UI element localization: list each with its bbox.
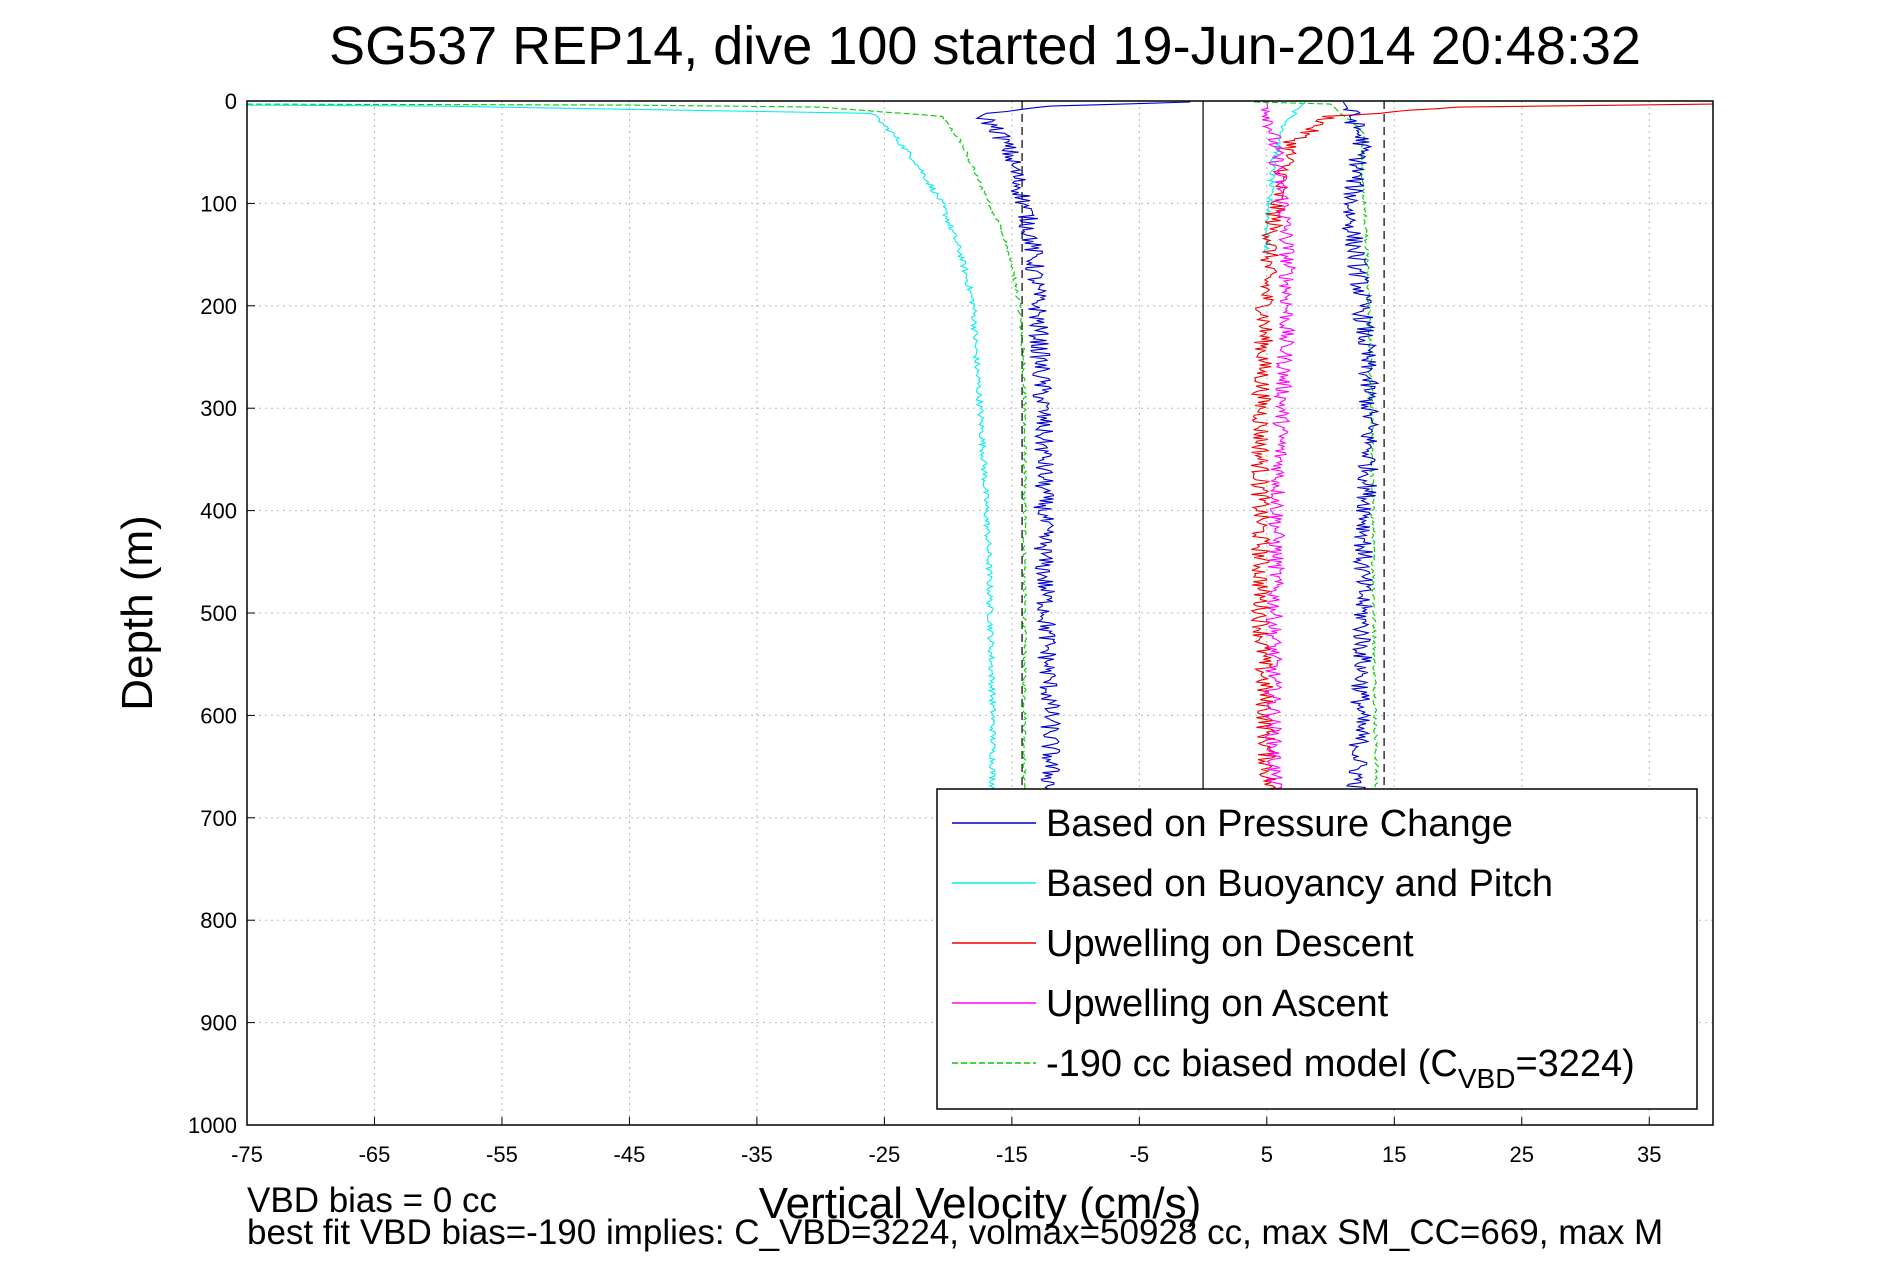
chart-title: SG537 REP14, dive 100 started 19-Jun-201… xyxy=(329,16,1641,76)
x-axis-ticks: -75 -65 -55 -45 -35 -25 -15 -5 5 15 25 35 xyxy=(231,1117,1662,1167)
x-tick-label: -65 xyxy=(359,1142,391,1167)
x-tick-label: -5 xyxy=(1130,1142,1150,1167)
x-tick-label: -55 xyxy=(486,1142,518,1167)
series-based-on-pressure-change-line-b xyxy=(1341,101,1380,798)
x-axis-label: Vertical Velocity (cm/s) xyxy=(759,1179,1202,1228)
y-tick-label: 0 xyxy=(225,89,237,114)
legend-entry: Based on Pressure Change xyxy=(1046,803,1513,845)
y-tick-label: 500 xyxy=(200,601,237,626)
series-190-cc-biased-model-c-vbd-3224-line-b xyxy=(1254,101,1380,798)
footer-vbd-bias: VBD bias = 0 cc xyxy=(247,1181,497,1220)
series-190-cc-biased-model-c-vbd-3224-line xyxy=(247,103,1028,798)
x-tick-label: -35 xyxy=(741,1142,773,1167)
y-tick-label: 600 xyxy=(200,703,237,728)
x-tick-label: -25 xyxy=(868,1142,900,1167)
y-tick-label: 800 xyxy=(200,908,237,933)
series-upwelling-on-ascent-line xyxy=(1260,102,1297,798)
legend: Based on Pressure Change Based on Buoyanc… xyxy=(936,788,1698,1110)
y-tick-label: 100 xyxy=(200,191,237,216)
y-tick-label: 300 xyxy=(200,396,237,421)
legend-box xyxy=(936,788,1698,1110)
y-tick-label: 700 xyxy=(200,806,237,831)
series-upwelling-on-descent-line xyxy=(1249,103,1713,798)
series-based-on-buoyancy-and-pitch-line xyxy=(247,104,998,798)
series-based-on-pressure-change-line xyxy=(975,101,1191,798)
y-tick-label: 200 xyxy=(200,294,237,319)
reference-lines xyxy=(1021,101,1385,798)
y-tick-label: 400 xyxy=(200,499,237,524)
y-tick-label: 900 xyxy=(200,1011,237,1036)
x-tick-label: 5 xyxy=(1261,1142,1273,1167)
footer-best-fit: best fit VBD bias=-190 implies: C_VBD=32… xyxy=(247,1213,1663,1252)
legend-entry: Based on Buoyancy and Pitch xyxy=(1046,863,1553,905)
x-tick-label: 15 xyxy=(1382,1142,1406,1167)
series-layer xyxy=(247,101,1713,798)
legend-entry: Upwelling on Descent xyxy=(1046,923,1414,965)
x-tick-label: -15 xyxy=(996,1142,1028,1167)
x-tick-label: 35 xyxy=(1637,1142,1661,1167)
y-tick-label: 1000 xyxy=(188,1113,237,1138)
series-based-on-buoyancy-and-pitch-line-b xyxy=(1263,101,1306,256)
legend-entry: Upwelling on Ascent xyxy=(1046,983,1389,1025)
y-axis-label: Depth (m) xyxy=(113,515,162,711)
x-tick-label: -45 xyxy=(614,1142,646,1167)
x-tick-label: 25 xyxy=(1510,1142,1534,1167)
y-axis-ticks: 0 100 200 300 400 500 600 700 800 900 1000 xyxy=(188,89,255,1138)
x-tick-label: -75 xyxy=(231,1142,263,1167)
